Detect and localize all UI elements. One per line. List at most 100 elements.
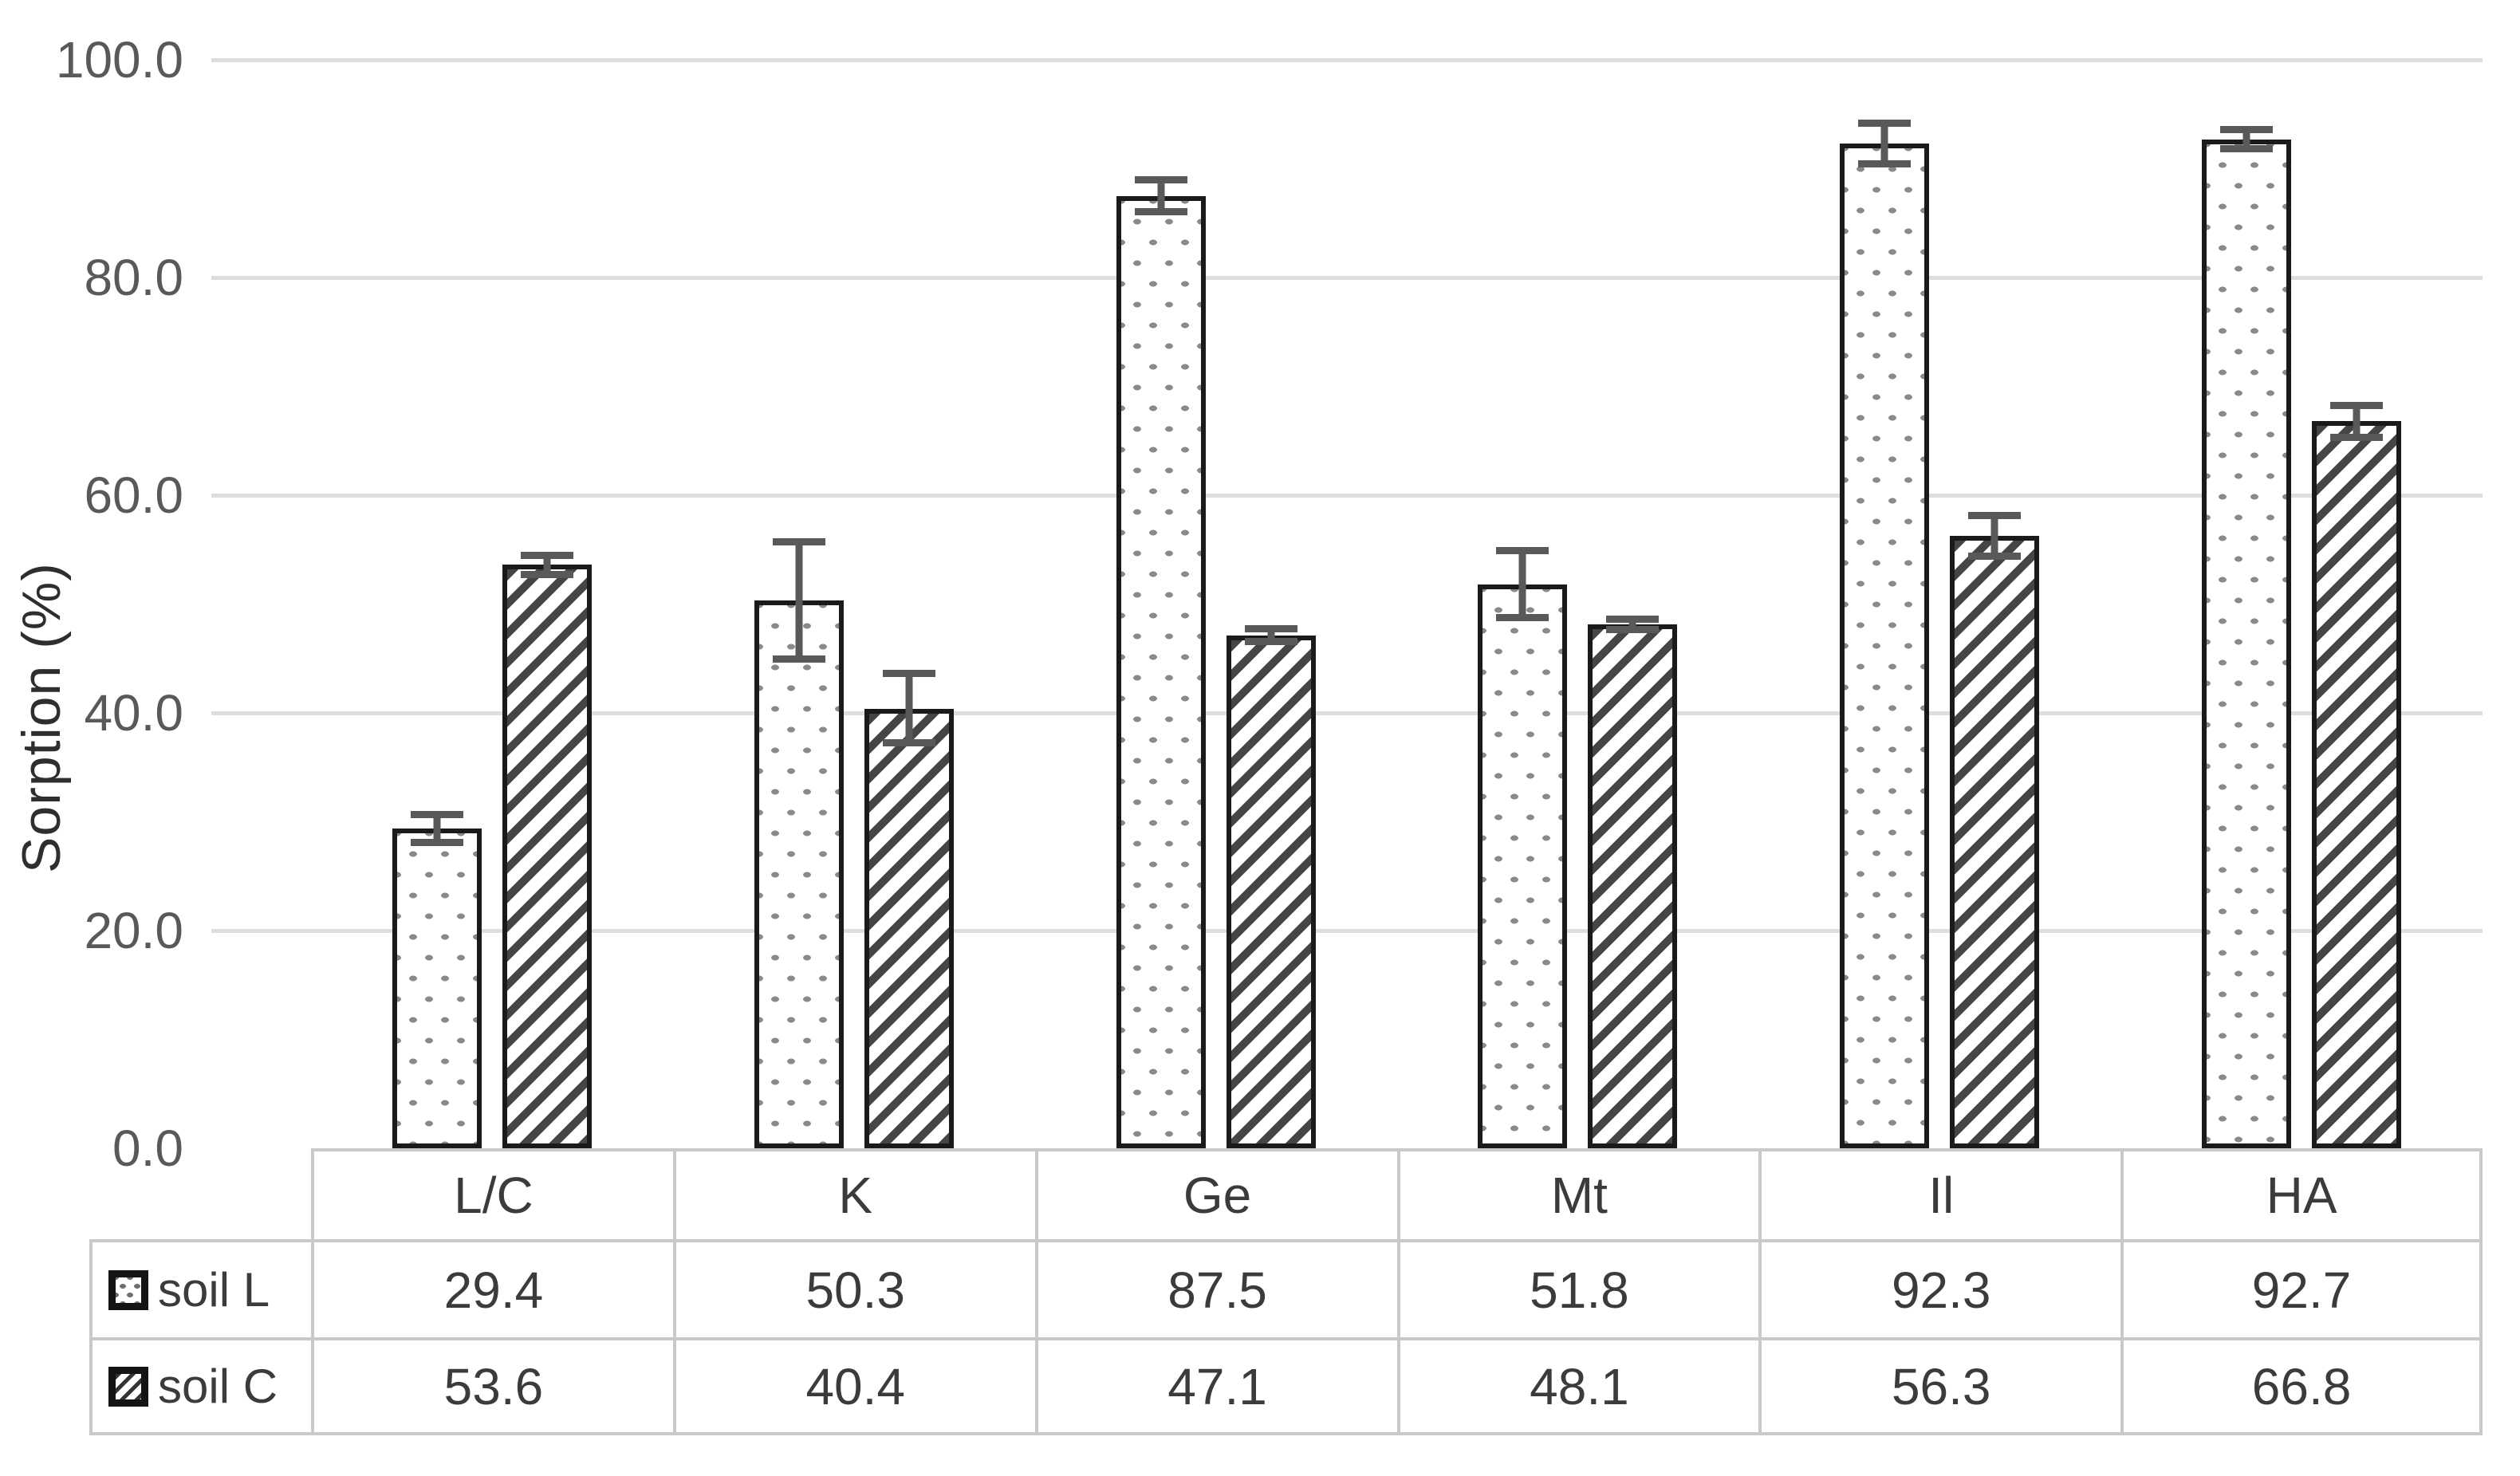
- bar-soil-l: [754, 600, 844, 1148]
- data-table: L/C K Ge Mt Il HA soil L 29.4 50.3 87.5 51.8 92.3 92…: [89, 1148, 2483, 1435]
- gridline: [211, 711, 2483, 715]
- legend-swatch-dots: [108, 1269, 148, 1310]
- error-bar-line: [795, 538, 803, 663]
- error-bar: [410, 811, 463, 846]
- error-bar-cap-top: [1244, 625, 1297, 632]
- legend-cell-soil-c: soil C: [89, 1337, 311, 1435]
- error-bar: [1134, 176, 1187, 215]
- error-bar-cap-top: [1496, 547, 1549, 554]
- bar-soil-c: [1226, 636, 1316, 1148]
- error-bar-line: [1267, 625, 1275, 645]
- table-value-cell: 92.3: [1758, 1239, 2121, 1337]
- error-bar: [1496, 547, 1549, 621]
- table-header-cell: Ge: [1034, 1148, 1397, 1239]
- error-bar-line: [2353, 402, 2361, 441]
- error-bar-cap-top: [2220, 126, 2274, 133]
- error-bar-cap-bottom: [2330, 434, 2384, 441]
- table-value-cell: 87.5: [1034, 1239, 1397, 1337]
- error-bar-cap-bottom: [882, 739, 935, 746]
- error-bar-cap-bottom: [1134, 208, 1187, 215]
- legend-label: soil C: [158, 1360, 278, 1413]
- error-bar: [2330, 402, 2384, 441]
- table-value-cell: 50.3: [672, 1239, 1035, 1337]
- legend-swatch-hatch: [108, 1366, 148, 1407]
- table-value-cell: 53.6: [311, 1337, 673, 1435]
- plot-area: [211, 58, 2483, 1148]
- error-bar: [1244, 625, 1297, 645]
- gridline: [211, 494, 2483, 498]
- bar-soil-c: [502, 565, 592, 1148]
- bar-group: [1396, 60, 1758, 1148]
- error-bar-cap-top: [410, 811, 463, 818]
- y-tick-label: 100.0: [55, 31, 183, 89]
- error-bar-cap-top: [1968, 512, 2022, 519]
- gridline: [211, 58, 2483, 62]
- table-header-cell: L/C: [311, 1148, 673, 1239]
- error-bar: [772, 538, 825, 663]
- error-bar-line: [1518, 547, 1526, 621]
- error-bar-cap-top: [1606, 616, 1660, 623]
- error-bar-cap-bottom: [2220, 145, 2274, 152]
- table-value-cell: 47.1: [1034, 1337, 1397, 1435]
- y-tick-label: 20.0: [84, 902, 183, 959]
- gridline: [211, 929, 2483, 933]
- legend-label: soil L: [158, 1263, 270, 1317]
- bar-soil-l: [1840, 144, 1930, 1148]
- bar-soil-c: [1950, 536, 2040, 1148]
- error-bar-line: [1880, 120, 1888, 167]
- error-bar: [520, 552, 573, 578]
- error-bar-cap-bottom: [410, 839, 463, 846]
- error-bar: [2220, 126, 2274, 152]
- error-bar-cap-bottom: [772, 655, 825, 663]
- error-bar: [1606, 616, 1660, 633]
- gridline: [211, 276, 2483, 280]
- error-bar-line: [1990, 512, 1998, 560]
- y-tick-label: 60.0: [84, 466, 183, 524]
- table-header-cell: Mt: [1396, 1148, 1759, 1239]
- table-value-cell: 92.7: [2120, 1239, 2483, 1337]
- legend-cell-soil-l: soil L: [89, 1239, 311, 1337]
- bar-group: [311, 60, 673, 1148]
- bar-soil-l: [1478, 584, 1568, 1148]
- bars-layer: [311, 60, 2483, 1148]
- error-bar-line: [2242, 126, 2250, 152]
- table-corner-cell: [89, 1148, 311, 1239]
- error-bar-line: [1628, 616, 1636, 633]
- bar-soil-c: [2312, 421, 2402, 1148]
- table-value-cell: 56.3: [1758, 1337, 2121, 1435]
- table-value-cell: 29.4: [311, 1239, 673, 1337]
- table-header-cell: HA: [2120, 1148, 2483, 1239]
- error-bar-line: [433, 811, 441, 846]
- error-bar-cap-bottom: [1858, 160, 1912, 167]
- table-value-cell: 51.8: [1396, 1239, 1759, 1337]
- table-header-cell: K: [672, 1148, 1035, 1239]
- table-value-cell: 48.1: [1396, 1337, 1759, 1435]
- bar-group: [1035, 60, 1397, 1148]
- bar-group: [1758, 60, 2120, 1148]
- error-bar-line: [1157, 176, 1165, 215]
- error-bar: [1968, 512, 2022, 560]
- y-axis-tick-labels: 100.0 80.0 60.0 40.0 20.0 0.0: [0, 33, 191, 1175]
- error-bar-cap-bottom: [520, 571, 573, 578]
- error-bar: [1858, 120, 1912, 167]
- error-bar-line: [905, 670, 913, 746]
- error-bar: [882, 670, 935, 746]
- y-tick-label: 0.0: [112, 1120, 183, 1177]
- error-bar-cap-bottom: [1606, 626, 1660, 633]
- error-bar-cap-top: [1134, 176, 1187, 183]
- bar-soil-c: [1588, 624, 1678, 1148]
- error-bar-cap-top: [882, 670, 935, 677]
- bar-group: [2120, 60, 2483, 1148]
- error-bar-cap-top: [1858, 120, 1912, 127]
- error-bar-cap-bottom: [1244, 638, 1297, 645]
- error-bar-cap-bottom: [1496, 614, 1549, 621]
- y-tick-label: 80.0: [84, 249, 183, 306]
- bar-group: [673, 60, 1035, 1148]
- bar-soil-c: [864, 709, 954, 1148]
- error-bar-cap-top: [2330, 402, 2384, 409]
- y-tick-label: 40.0: [84, 684, 183, 742]
- error-bar-line: [543, 552, 551, 578]
- bar-soil-l: [392, 829, 482, 1148]
- bar-soil-l: [1116, 196, 1206, 1148]
- error-bar-cap-bottom: [1968, 553, 2022, 560]
